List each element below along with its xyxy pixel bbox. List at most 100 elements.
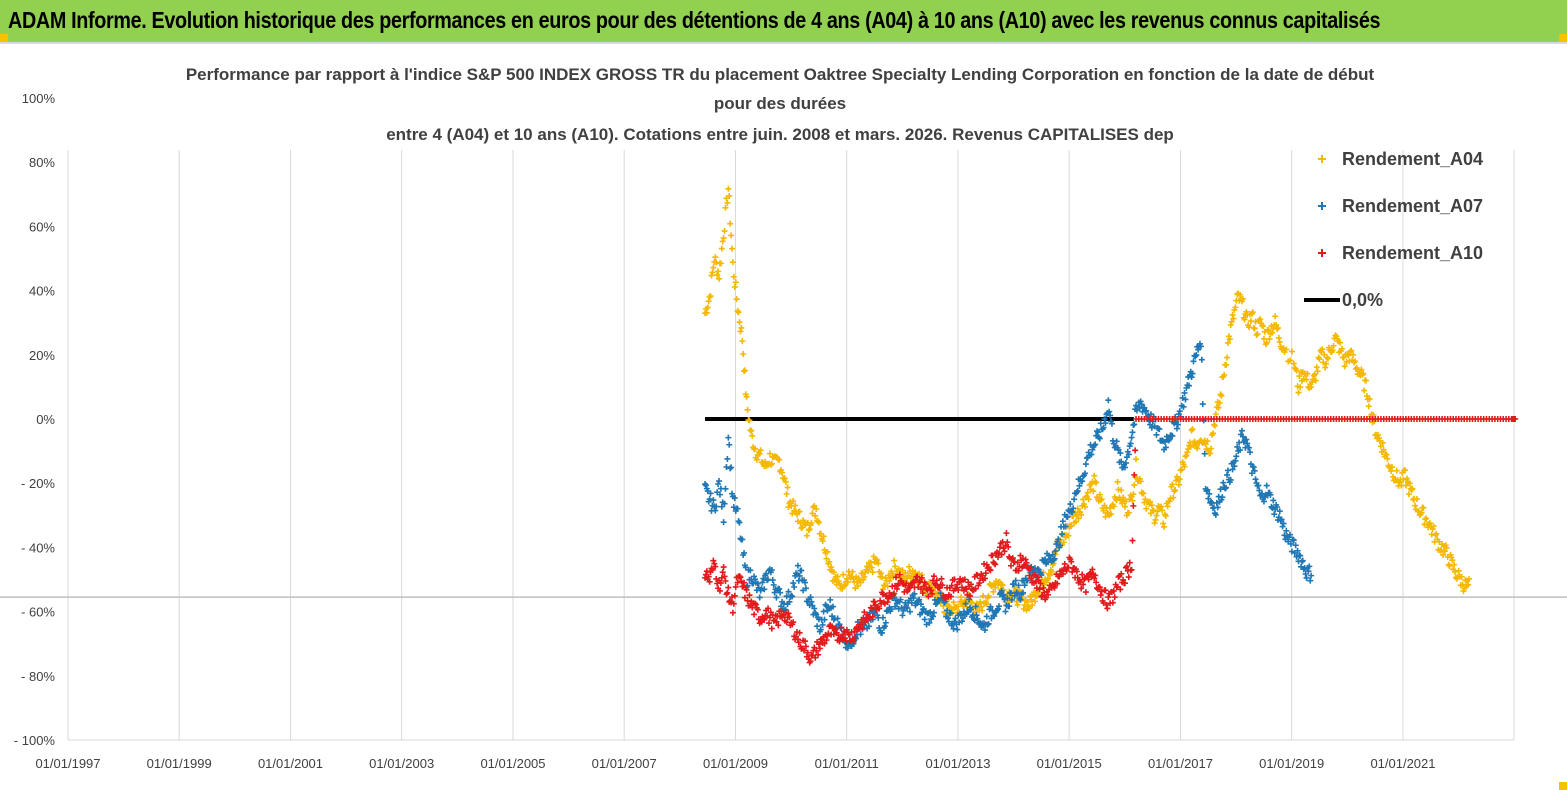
data-point [981,575,988,582]
data-point [1426,521,1433,528]
data-point [1113,438,1120,445]
data-point [995,603,1002,610]
data-point [849,568,856,575]
data-point [1197,343,1204,350]
data-point [770,581,777,588]
data-point [785,588,792,595]
data-point [1182,453,1189,460]
data-point [1322,364,1329,371]
data-point [828,564,835,571]
data-point [1118,570,1125,577]
data-point [954,626,961,633]
data-point [708,272,715,279]
data-point [1010,581,1017,588]
data-point [951,576,958,583]
data-point [1260,498,1267,505]
data-point [716,478,723,485]
data-point [1183,452,1190,459]
data-point [1101,416,1108,423]
data-point [715,268,722,275]
legend: Rendement_A04 Rendement_A07 Rendement_A10 0… [1304,149,1483,310]
data-point [1001,548,1008,555]
data-point [1388,468,1395,475]
data-point [983,613,990,620]
legend-marker [1318,155,1326,163]
data-point [734,505,741,512]
data-point [929,590,936,597]
data-point [1044,575,1051,582]
data-point [819,621,826,628]
data-point [756,450,763,457]
data-point [1379,439,1386,446]
data-point [1161,523,1168,530]
data-point [1125,574,1132,581]
data-point [972,608,979,615]
data-point [842,635,849,642]
data-point [1044,591,1051,598]
data-point [783,491,790,498]
legend-marker [1318,202,1326,210]
data-point [779,612,786,619]
data-point [1263,339,1270,346]
data-point [825,630,832,637]
data-point [1097,592,1104,599]
data-point [754,606,761,613]
data-point [1201,450,1208,457]
data-point [802,579,809,586]
data-point [1274,325,1281,332]
data-point [1169,481,1176,488]
data-point [1162,513,1169,520]
data-point [768,625,775,632]
data-point [1332,332,1339,339]
data-point [1353,364,1360,371]
data-point [895,605,902,612]
data-point [1230,315,1237,322]
data-point [1008,596,1015,603]
data-point [1283,346,1290,353]
data-point [1350,351,1357,358]
data-point [1274,503,1281,510]
data-point [1244,440,1251,447]
x-tick-label: 01/01/2021 [1370,756,1435,771]
data-point [865,623,872,630]
data-point [1194,445,1201,452]
data-point [1329,347,1336,354]
data-point [1279,523,1286,530]
data-point [900,573,907,580]
data-point [1337,339,1344,346]
data-point [1208,499,1215,506]
data-point [879,574,886,581]
data-point [1140,490,1147,497]
data-point [1115,573,1122,580]
data-point [1280,520,1287,527]
data-point [706,293,713,300]
data-point [1002,608,1009,615]
data-point [1085,496,1092,503]
data-point [1111,594,1118,601]
data-point [1129,429,1136,436]
data-point [991,613,998,620]
data-point [958,594,965,601]
data-point [726,441,733,448]
data-point [1204,486,1211,493]
data-point [1102,513,1109,520]
data-point [753,456,760,463]
data-point [1226,336,1233,343]
data-point [703,568,710,575]
data-point [727,220,734,227]
data-point [1029,602,1036,609]
data-point [1143,407,1150,414]
data-point [1074,487,1081,494]
data-point [976,580,983,587]
data-point [1270,497,1277,504]
data-point [959,599,966,606]
data-point [765,605,772,612]
data-point [933,600,940,607]
data-point [868,564,875,571]
data-point [857,579,864,586]
data-point [740,350,747,357]
data-point [1068,523,1075,530]
data-point [819,538,826,545]
y-tick-label: 20% [29,348,55,363]
data-point [974,615,981,622]
